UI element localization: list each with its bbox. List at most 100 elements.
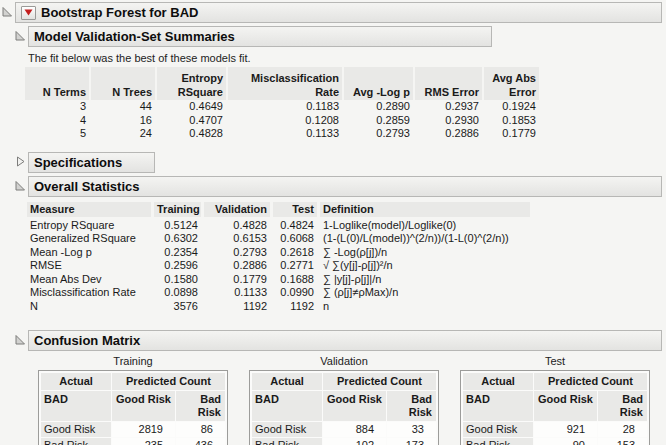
section-title: Specifications xyxy=(34,155,122,170)
table-header-row: BAD Good Risk Bad Risk xyxy=(252,391,436,421)
header-good-risk: Good Risk xyxy=(534,391,597,421)
red-triangle-menu-button[interactable] xyxy=(21,6,36,20)
cell: 0.2859 xyxy=(344,114,413,128)
header-response-bad: BAD xyxy=(463,391,533,421)
outline-row-root: Bootstrap Forest for BAD xyxy=(0,2,666,23)
section-header-overall-statistics[interactable]: Overall Statistics xyxy=(28,176,662,197)
cell: 4 xyxy=(25,114,89,128)
measure-name: Entropy RSquare xyxy=(27,219,151,233)
measure-name: N xyxy=(27,300,151,314)
header-bad-risk: Bad Risk xyxy=(387,391,436,421)
table-header-row: BAD Good Risk Bad Risk xyxy=(41,391,225,421)
row-label: Good Risk xyxy=(41,422,111,437)
cell: 28 xyxy=(598,422,647,437)
cell: 0.5124 xyxy=(154,219,201,233)
cell: 0.6153 xyxy=(204,232,270,246)
column-header-test: Test xyxy=(273,202,317,217)
table-row: Mean -Log p 0.2354 0.2793 0.2618 ∑ -Log(… xyxy=(27,246,666,260)
definition: √ ∑(y[j]-ρ[j])²/n xyxy=(320,259,530,273)
cell: 0.1183 xyxy=(228,100,342,114)
cell: 0.2890 xyxy=(344,100,413,114)
row-label: Bad Risk xyxy=(41,438,111,445)
column-header-n-terms: N Terms xyxy=(25,67,89,100)
column-header-misclassification-rate: MisclassificationRate xyxy=(228,67,342,100)
cell: 0.2354 xyxy=(154,246,201,260)
disclosure-open-icon[interactable] xyxy=(2,6,13,19)
row-label: Bad Risk xyxy=(463,438,533,445)
column-header-training: Training xyxy=(154,202,201,217)
measure-name: Mean -Log p xyxy=(27,246,151,260)
section-header-bootstrap-forest[interactable]: Bootstrap Forest for BAD xyxy=(15,2,662,23)
confusion-table-test: Test Actual Predicted Count BAD Good Ris… xyxy=(460,355,650,445)
cell: 173 xyxy=(387,438,436,445)
disclosure-open-icon[interactable] xyxy=(15,30,26,43)
section-header-specifications[interactable]: Specifications xyxy=(28,152,155,173)
definition: ∑ |y[j]-ρ[j]|/n xyxy=(320,273,530,287)
fit-note: The fit below was the best of these mode… xyxy=(28,52,666,64)
cell: 0.6068 xyxy=(273,232,317,246)
header-predicted-count: Predicted Count xyxy=(534,373,647,390)
disclosure-open-icon[interactable] xyxy=(15,334,26,347)
cell: 153 xyxy=(598,438,647,445)
cell: 0.0990 xyxy=(273,286,317,300)
cell: 16 xyxy=(91,114,155,128)
cell: 0.2771 xyxy=(273,259,317,273)
cell: 0.2793 xyxy=(344,127,413,141)
confusion-caption-test: Test xyxy=(460,355,650,368)
measure-name: Misclassification Rate xyxy=(27,286,151,300)
row-label: Good Risk xyxy=(463,422,533,437)
page-title: Bootstrap Forest for BAD xyxy=(41,5,198,20)
cell: 102 xyxy=(323,438,386,445)
column-header-avg-abs-error: Avg AbsError xyxy=(484,67,539,100)
column-header-rms-error: RMS Error xyxy=(415,67,482,100)
table-header-row: N Terms N Trees EntropyRSquare Misclassi… xyxy=(25,67,666,100)
table-row: Bad Risk 102 173 xyxy=(252,438,436,445)
outline-row-overall-statistics: Overall Statistics xyxy=(0,176,666,197)
table-header-row: Measure Training Validation Test Definit… xyxy=(27,202,666,217)
disclosure-open-icon[interactable] xyxy=(15,180,26,193)
section-title: Overall Statistics xyxy=(34,179,140,194)
cell: 0.1580 xyxy=(154,273,201,287)
cell: 0.1924 xyxy=(484,100,539,114)
column-header-n-trees: N Trees xyxy=(91,67,155,100)
table-row: 3 44 0.4649 0.1183 0.2890 0.2937 0.1924 xyxy=(25,100,666,114)
cell: 5 xyxy=(25,127,89,141)
confusion-table-validation: Validation Actual Predicted Count BAD Go… xyxy=(249,355,439,445)
header-response-bad: BAD xyxy=(41,391,111,421)
cell: 0.4828 xyxy=(157,127,226,141)
cell: 235 xyxy=(112,438,175,445)
cell: 86 xyxy=(176,422,225,437)
definition: ∑ -Log(ρ[j])/n xyxy=(320,246,530,260)
column-header-measure: Measure xyxy=(27,202,151,217)
section-header-confusion-matrix[interactable]: Confusion Matrix xyxy=(28,330,662,351)
outline-row-specifications: Specifications xyxy=(0,152,666,173)
definition: n xyxy=(320,300,530,314)
cell: 0.2596 xyxy=(154,259,201,273)
table-row: Entropy RSquare 0.5124 0.4828 0.4824 1-L… xyxy=(27,219,666,233)
cell: 24 xyxy=(91,127,155,141)
cell: 0.2793 xyxy=(204,246,270,260)
table-row: RMSE 0.2596 0.2886 0.2771 √ ∑(y[j]-ρ[j])… xyxy=(27,259,666,273)
header-actual: Actual xyxy=(252,373,322,390)
measure-name: Generalized RSquare xyxy=(27,232,151,246)
cell: 0.1133 xyxy=(228,127,342,141)
cell: 0.4828 xyxy=(204,219,270,233)
cell: 0.1853 xyxy=(484,114,539,128)
column-header-validation: Validation xyxy=(204,202,270,217)
column-header-entropy-rsquare: EntropyRSquare xyxy=(157,67,226,100)
cell: 436 xyxy=(176,438,225,445)
table-row: N 3576 1192 1192 n xyxy=(27,300,666,314)
confusion-caption-training: Training xyxy=(38,355,228,368)
section-header-model-validation-summaries[interactable]: Model Validation-Set Summaries xyxy=(28,26,492,47)
definition: (1-(L(0)/L(model))^(2/n))/(1-L(0)^(2/n)) xyxy=(320,232,530,246)
cell: 0.4824 xyxy=(273,219,317,233)
confusion-table: Actual Predicted Count BAD Good Risk Bad… xyxy=(249,370,439,445)
disclosure-collapsed-icon[interactable] xyxy=(15,156,26,169)
table-row: 5 24 0.4828 0.1133 0.2793 0.2886 0.1779 xyxy=(25,127,666,141)
table-header-row: Actual Predicted Count xyxy=(41,373,225,390)
cell: 3576 xyxy=(154,300,201,314)
header-good-risk: Good Risk xyxy=(112,391,175,421)
cell: 0.1779 xyxy=(204,273,270,287)
model-summaries-table: N Terms N Trees EntropyRSquare Misclassi… xyxy=(25,67,666,141)
outline-row-confusion-matrix: Confusion Matrix xyxy=(0,330,666,351)
